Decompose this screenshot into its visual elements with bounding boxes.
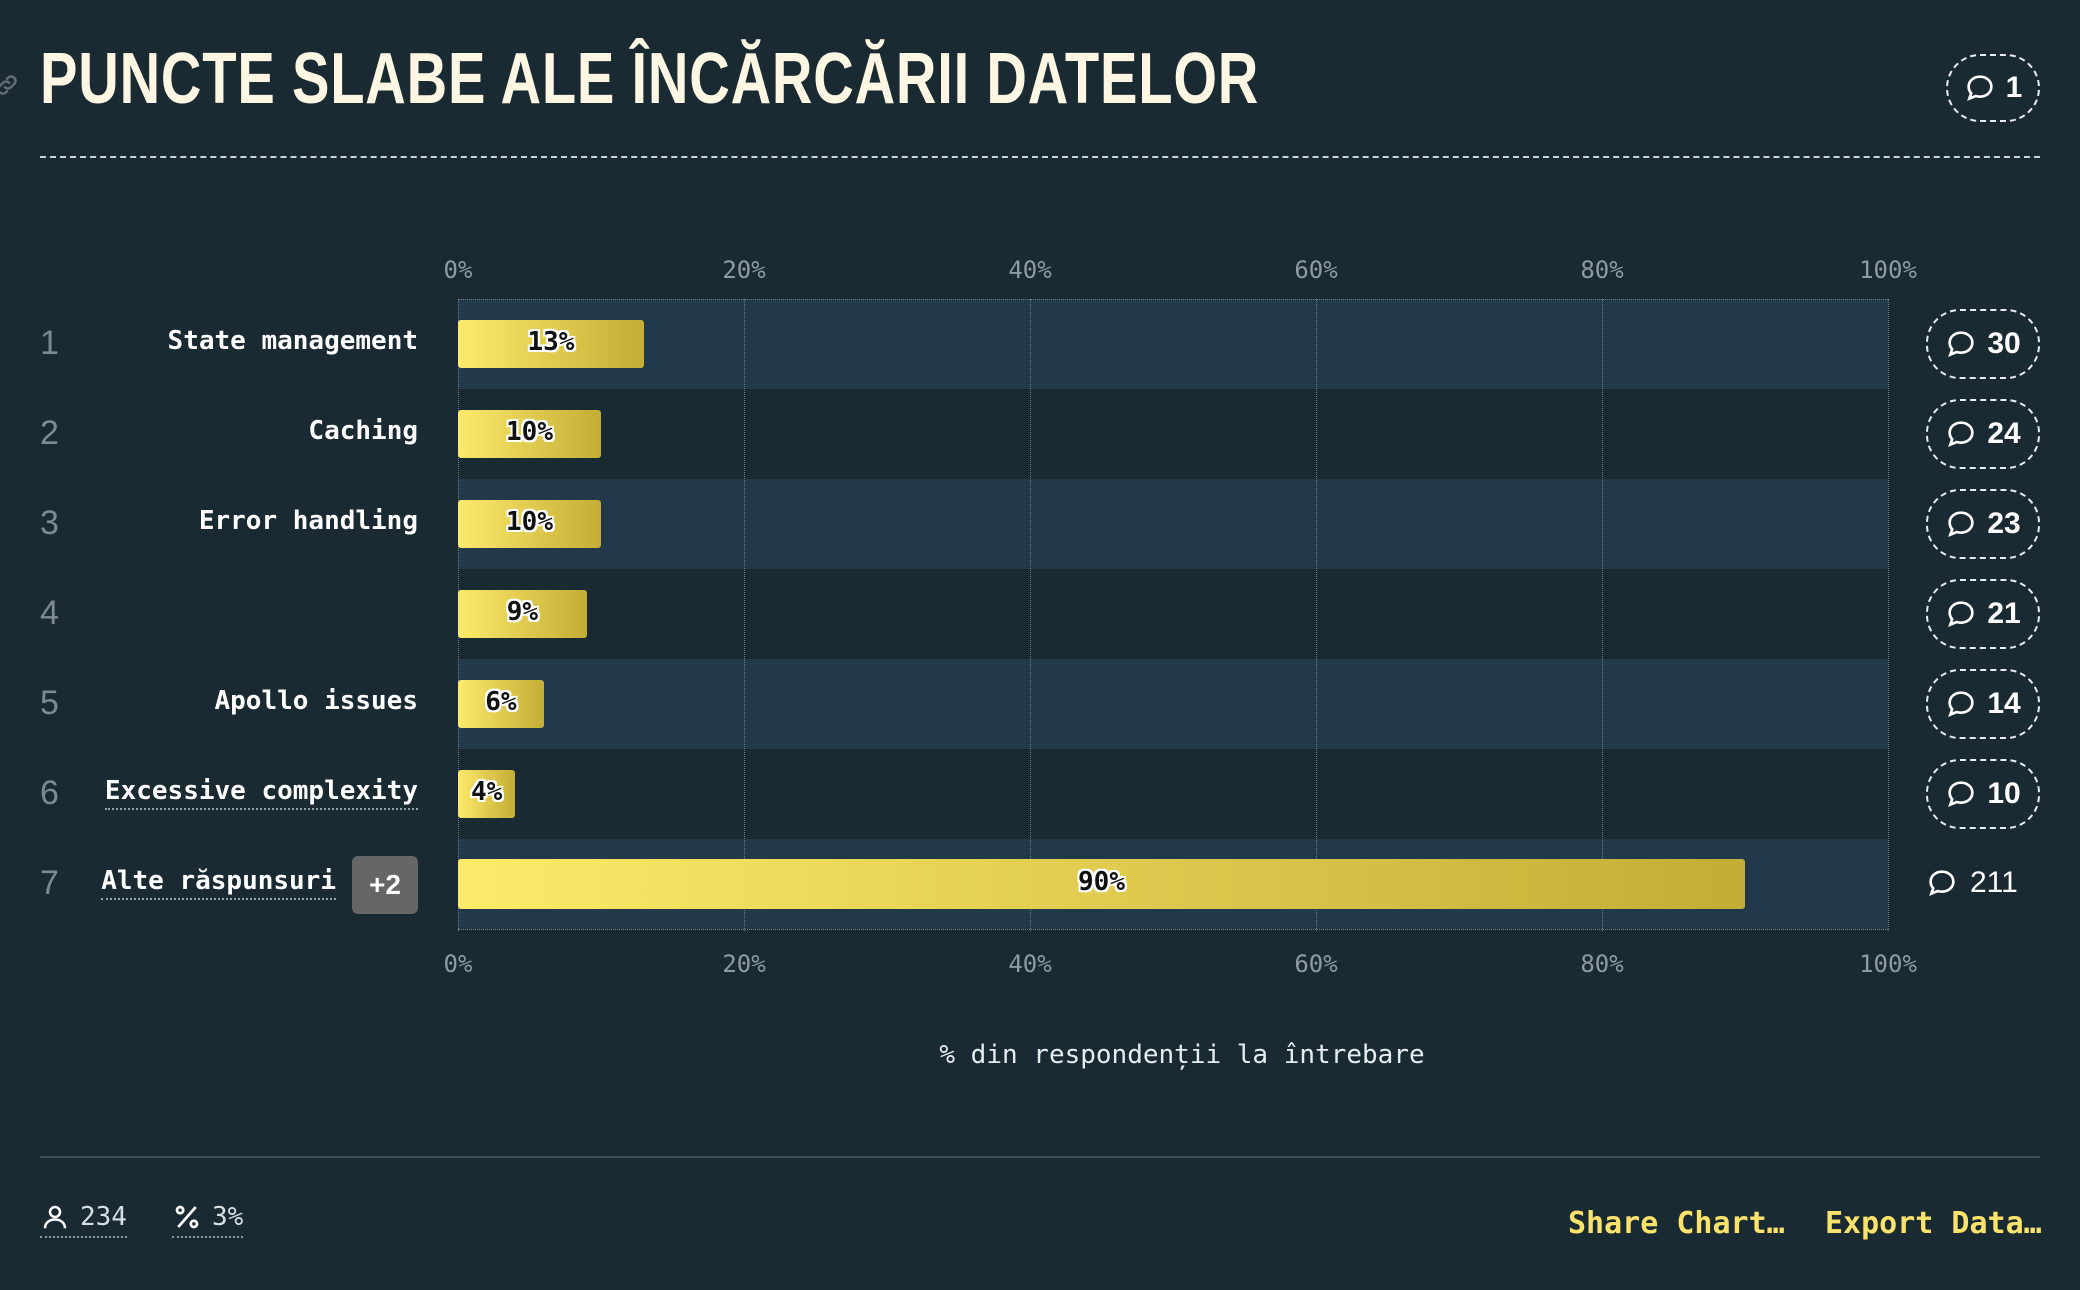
row-rank: 7	[40, 864, 59, 902]
gridline	[1316, 299, 1317, 931]
user-icon	[43, 1205, 67, 1229]
row-label: Apollo issues	[214, 686, 419, 716]
row-band	[458, 389, 1888, 479]
comment-count: 24	[1987, 417, 2021, 450]
row-band	[458, 569, 1888, 659]
bar[interactable]	[458, 320, 644, 368]
x-tick-label-top: 80%	[1580, 256, 1624, 284]
link-icon[interactable]	[0, 72, 20, 98]
comment-icon	[1966, 75, 1993, 102]
x-tick-label-bottom: 20%	[722, 950, 766, 978]
comment-count: 10	[1987, 777, 2021, 810]
row-label: Error handling	[198, 506, 418, 536]
header-comments-button[interactable]: 1	[1946, 54, 2040, 122]
gridline	[1888, 299, 1889, 931]
x-tick-label-top: 20%	[722, 256, 766, 284]
comment-icon	[1948, 421, 1974, 448]
comment-icon	[1948, 691, 1974, 718]
comment-icon	[1948, 601, 1974, 628]
comment-count: 23	[1987, 507, 2021, 540]
row-comments-button[interactable]: 14	[1926, 669, 2040, 739]
more-answers-badge[interactable]: +2	[352, 856, 418, 914]
row-comments-button[interactable]: 30	[1926, 309, 2040, 379]
x-tick-label-top: 0%	[443, 256, 473, 284]
export-data-button[interactable]: Export Data…	[1825, 1206, 2042, 1241]
bar[interactable]	[458, 500, 601, 548]
row-rank: 5	[40, 684, 59, 722]
row-rank: 6	[40, 774, 59, 812]
row-band	[458, 299, 1888, 389]
footer-divider	[40, 1156, 2040, 1158]
header-comments-count: 1	[2005, 71, 2023, 104]
gridline	[744, 299, 745, 931]
row-band	[458, 749, 1888, 839]
row-label: State management	[167, 326, 418, 356]
x-tick-label-bottom: 80%	[1580, 950, 1624, 978]
bar[interactable]	[458, 590, 587, 638]
x-axis-title: % din respondenții la întrebare	[939, 1040, 1425, 1070]
percent-stat[interactable]: 3%	[172, 1202, 244, 1238]
bar[interactable]	[458, 770, 516, 818]
page-title: PUNCTE SLABE ALE ÎNCĂRCĂRII DATELOR	[40, 39, 1260, 119]
row-label[interactable]: Alte răspunsuri	[101, 866, 336, 900]
axis-line-bottom	[458, 929, 1888, 930]
comment-count: 30	[1987, 327, 2021, 360]
axis-line-top	[458, 299, 1888, 300]
comment-icon	[1948, 781, 1974, 808]
row-comments-count[interactable]: 211	[1926, 866, 2018, 900]
comment-icon	[1929, 870, 1955, 897]
row-rank: 1	[40, 324, 59, 362]
x-tick-label-bottom: 0%	[443, 950, 473, 978]
comment-count: 21	[1987, 597, 2021, 630]
row-label: Caching	[308, 416, 418, 446]
row-comments-button[interactable]: 21	[1926, 579, 2040, 649]
row-label[interactable]: Excessive complexity	[104, 776, 418, 810]
x-tick-label-bottom: 100%	[1859, 950, 1917, 978]
row-comments-button[interactable]: 10	[1926, 759, 2040, 829]
comment-count: 211	[1970, 866, 2018, 899]
respondents-count: 234	[80, 1202, 127, 1232]
share-chart-button[interactable]: Share Chart…	[1568, 1206, 1785, 1241]
x-tick-label-top: 100%	[1859, 256, 1917, 284]
row-band	[458, 479, 1888, 569]
bar[interactable]	[458, 410, 601, 458]
comment-icon	[1948, 511, 1974, 538]
row-rank: 2	[40, 414, 59, 452]
bar[interactable]	[458, 859, 1745, 909]
percent-icon	[175, 1205, 199, 1229]
respondents-stat[interactable]: 234	[40, 1202, 127, 1238]
title-divider	[40, 156, 2040, 158]
row-band	[458, 659, 1888, 749]
gridline	[1030, 299, 1031, 931]
row-rank: 4	[40, 594, 59, 632]
percent-value: 3%	[212, 1202, 244, 1232]
row-rank: 3	[40, 504, 59, 542]
x-tick-label-top: 40%	[1008, 256, 1052, 284]
row-comments-button[interactable]: 24	[1926, 399, 2040, 469]
gridline	[1602, 299, 1603, 931]
x-tick-label-bottom: 40%	[1008, 950, 1052, 978]
bar[interactable]	[458, 680, 544, 728]
row-comments-button[interactable]: 23	[1926, 489, 2040, 559]
x-tick-label-bottom: 60%	[1294, 950, 1338, 978]
comment-count: 14	[1987, 687, 2021, 720]
comment-icon	[1948, 331, 1974, 358]
x-tick-label-top: 60%	[1294, 256, 1338, 284]
